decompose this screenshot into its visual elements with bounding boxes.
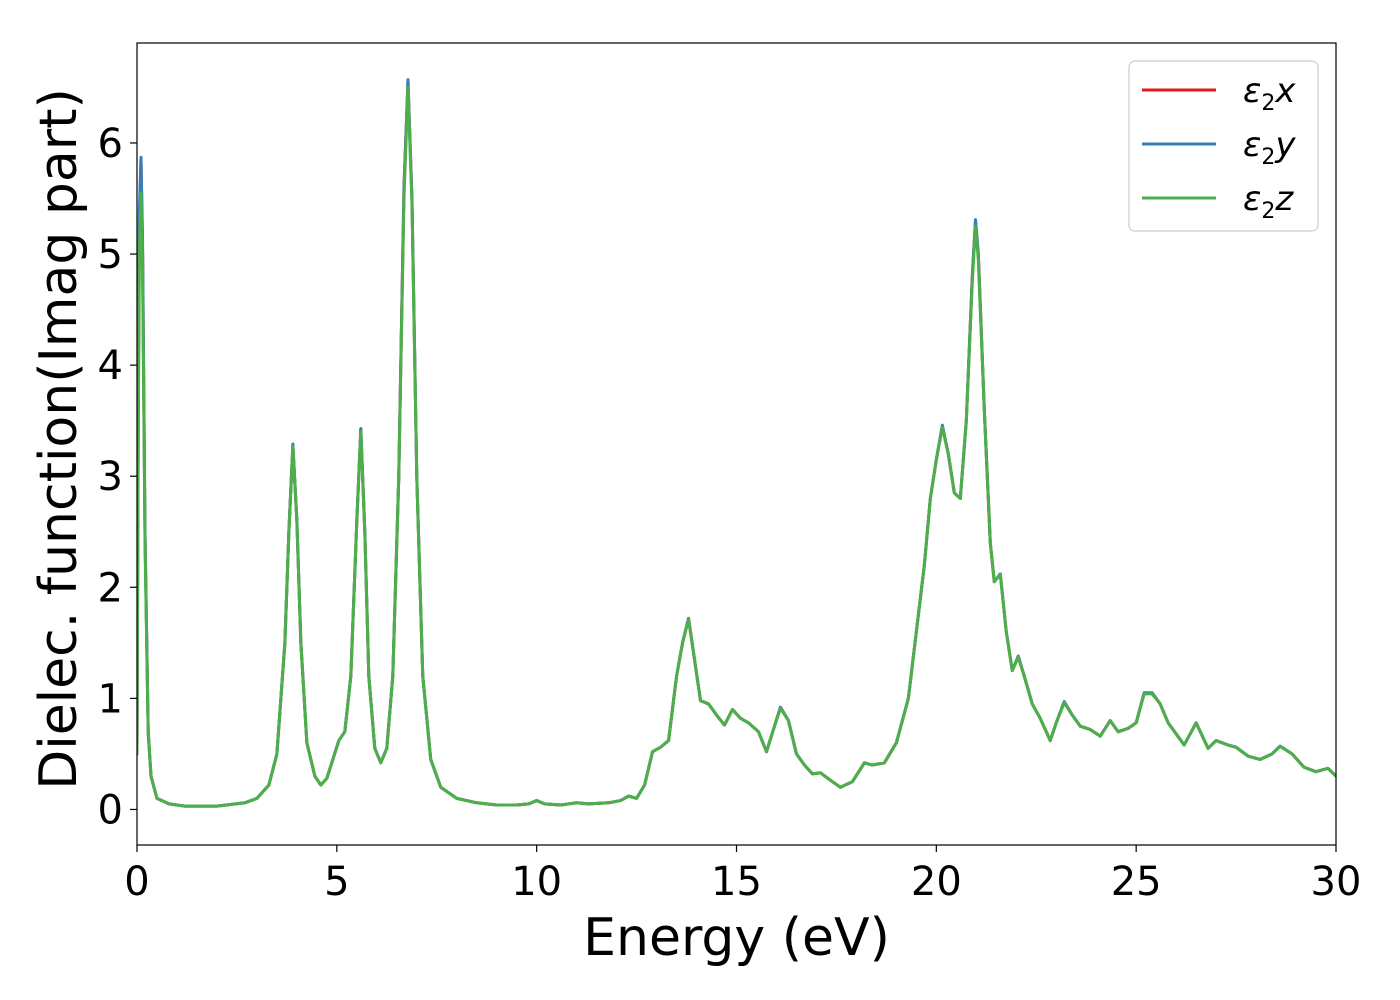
x-tick-label: 20 bbox=[911, 859, 962, 905]
series-line-z bbox=[137, 85, 1336, 808]
x-axis: 0 5 10 15 20 25 30 bbox=[124, 845, 1361, 905]
y-tick-label: 1 bbox=[98, 676, 123, 722]
x-axis-title: Energy (eV) bbox=[583, 908, 890, 968]
y-axis: 0 1 2 3 4 5 6 bbox=[98, 121, 137, 833]
x-tick-label: 5 bbox=[324, 859, 349, 905]
legend-label-x: ε2x bbox=[1243, 71, 1296, 116]
x-tick-label: 15 bbox=[711, 859, 762, 905]
y-tick-label: 6 bbox=[98, 121, 123, 167]
x-tick-label: 10 bbox=[511, 859, 562, 905]
legend: ε2x ε2y ε2z bbox=[1128, 60, 1319, 232]
y-tick-label: 3 bbox=[98, 454, 123, 500]
y-tick-label: 2 bbox=[98, 565, 123, 611]
legend-label-z: ε2z bbox=[1243, 179, 1294, 224]
y-tick-label: 0 bbox=[98, 787, 123, 833]
x-tick-label: 0 bbox=[124, 859, 149, 905]
x-tick-label: 25 bbox=[1111, 859, 1162, 905]
series-layer bbox=[137, 78, 1336, 808]
x-tick-label: 30 bbox=[1311, 859, 1362, 905]
y-axis-title: Dielec. function(Imag part) bbox=[29, 88, 89, 790]
legend-label-y: ε2y bbox=[1243, 125, 1296, 170]
y-tick-label: 4 bbox=[98, 343, 123, 389]
legend-box bbox=[1128, 60, 1319, 232]
y-tick-label: 5 bbox=[98, 232, 123, 278]
